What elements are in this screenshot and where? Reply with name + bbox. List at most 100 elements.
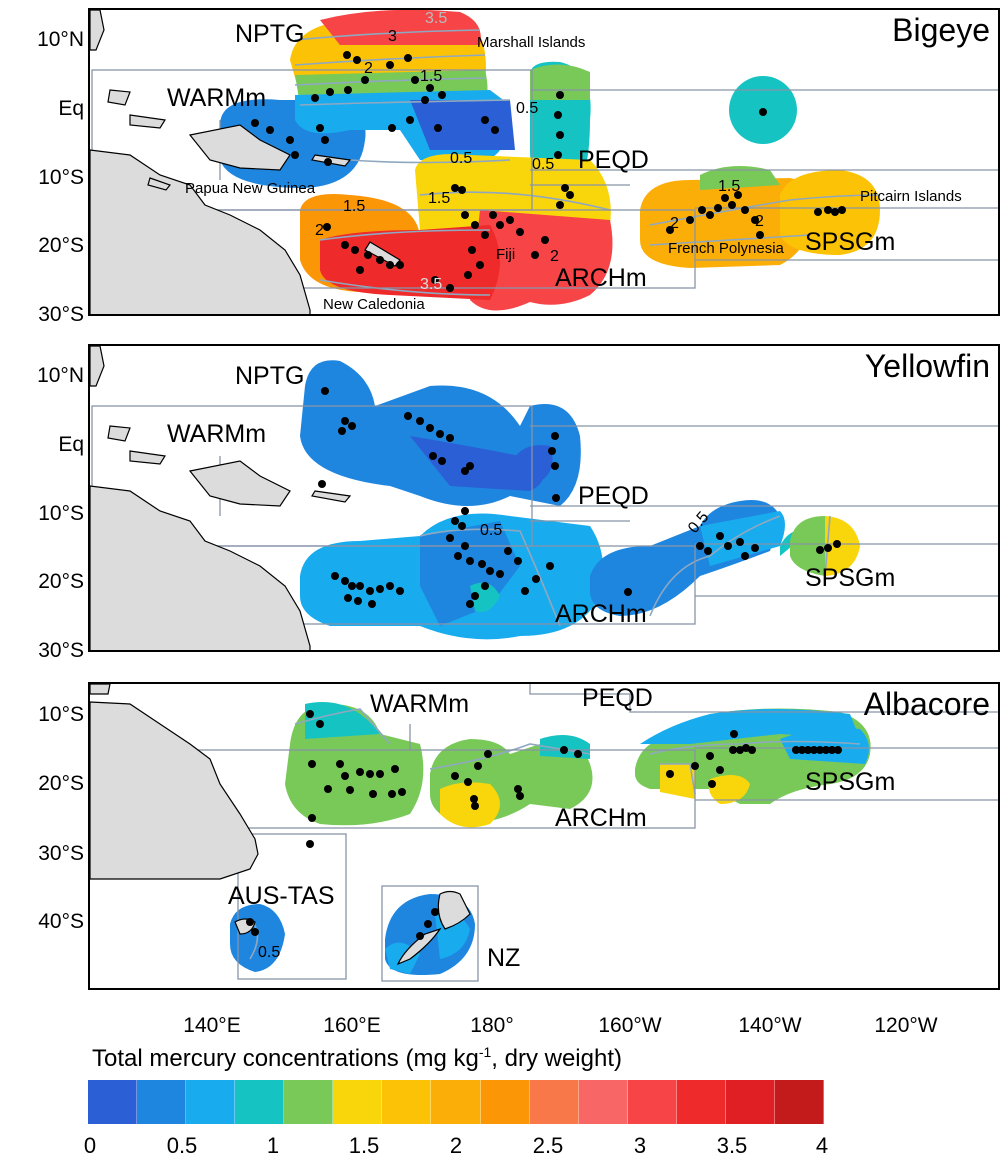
y-tick-label: 10°N (37, 28, 84, 51)
colorbar-tick: 0.5 (166, 1133, 198, 1158)
region-label-warmm: WARMm (370, 690, 470, 718)
yellowfin-land (90, 346, 352, 650)
contour-label: 3 (388, 28, 397, 45)
colorbar-swatch (725, 1080, 775, 1124)
contour-label: 1.5 (718, 178, 741, 195)
y-tick-label: 20°S (38, 772, 84, 795)
region-label-nptg: NPTG (235, 362, 305, 390)
region-label-aus-tas: AUS-TAS (228, 882, 335, 910)
contour-label: 0.5 (532, 156, 555, 173)
colorbar (88, 1080, 824, 1124)
region-label-spsgm: SPSGm (805, 564, 896, 592)
contour-label: 3.5 (425, 10, 448, 27)
legend-title-superscript: -1 (478, 1044, 492, 1060)
colorbar-swatch (774, 1080, 824, 1124)
region-label-archm: ARCHm (555, 600, 647, 628)
contour-label: 1.5 (343, 198, 366, 215)
yellowfin-map (90, 346, 998, 650)
contour-label: 0.5 (450, 150, 473, 167)
region-label-spsgm: SPSGm (805, 768, 896, 796)
y-tick-label: 10°S (38, 703, 84, 726)
colorbar-tick: 4 (815, 1133, 829, 1158)
y-tick-label: Eq (58, 97, 84, 120)
colorbar-tick: 3.5 (716, 1133, 748, 1158)
y-tick-label: Eq (58, 433, 84, 456)
x-tick-label: 120°W (874, 1014, 938, 1037)
place-label-marshall-islands: Marshall Islands (477, 34, 586, 51)
contour-label: 0.5 (258, 944, 281, 961)
x-tick-label: 140°W (738, 1014, 802, 1037)
albacore-map (90, 684, 998, 982)
bigeye-heat-layer (220, 10, 880, 311)
region-label-archm: ARCHm (555, 804, 647, 832)
y-tick-label: 10°S (38, 502, 84, 525)
x-tick-label: 140°E (183, 1014, 241, 1037)
region-label-peqd: PEQD (582, 684, 653, 712)
y-tick-label: 10°N (37, 364, 84, 387)
region-label-spsgm: SPSGm (805, 228, 896, 256)
colorbar-tick: 0 (83, 1133, 97, 1158)
colorbar-tick: 3 (633, 1133, 647, 1158)
place-label-papua-new-guinea: Papua New Guinea (185, 180, 316, 197)
colorbar-swatch (284, 1080, 334, 1124)
albacore-title: Albacore (863, 686, 990, 722)
albacore-panel: Albacore WARMm PEQD ARCHm SPSGm AUS-TAS … (88, 682, 1000, 990)
colorbar-tick: 1 (266, 1133, 280, 1158)
place-label-french-polynesia: French Polynesia (668, 240, 784, 257)
yellowfin-title: Yellowfin (864, 348, 990, 384)
y-tick-label: 30°S (38, 303, 84, 326)
contour-label: 0.5 (480, 522, 503, 539)
bigeye-points (251, 51, 846, 292)
colorbar-swatch (529, 1080, 579, 1124)
place-label-new-caledonia: New Caledonia (323, 296, 425, 313)
y-tick-label: 30°S (38, 639, 84, 662)
contour-label: 2 (315, 222, 324, 239)
place-label-pitcairn-islands: Pitcairn Islands (860, 188, 962, 205)
albacore-region-boxes (189, 684, 998, 982)
y-tick-label: 10°S (38, 166, 84, 189)
bigeye-land (90, 10, 401, 314)
region-label-nptg: NPTG (235, 20, 305, 48)
bigeye-title: Bigeye (892, 12, 990, 48)
albacore-contours (249, 708, 861, 960)
x-tick-label: 180° (470, 1014, 514, 1037)
colorbar-swatch (431, 1080, 481, 1124)
colorbar-swatch (578, 1080, 628, 1124)
colorbar-swatch (333, 1080, 383, 1124)
bigeye-panel: Bigeye NPTG WARMm PEQD ARCHm SPSGm Marsh… (88, 8, 1000, 316)
yellowfin-points (318, 387, 841, 608)
colorbar-swatch (235, 1080, 285, 1124)
legend-title-suffix: , dry weight) (491, 1045, 622, 1072)
y-tick-label: 20°S (38, 234, 84, 257)
region-label-warmm: WARMm (167, 420, 267, 448)
colorbar-swatch (137, 1080, 187, 1124)
contour-label: 2 (550, 248, 559, 265)
contour-label: 1.5 (420, 68, 443, 85)
place-label-fiji: Fiji (496, 246, 516, 263)
colorbar-swatch (186, 1080, 236, 1124)
y-tick-label: 20°S (38, 570, 84, 593)
contour-label: 1.5 (428, 190, 451, 207)
region-label-peqd: PEQD (578, 146, 649, 174)
yellowfin-region-boxes (91, 405, 998, 625)
colorbar-swatch (676, 1080, 726, 1124)
contour-label: 2 (755, 213, 764, 230)
colorbar-tick: 2.5 (532, 1133, 564, 1158)
yellowfin-panel: Yellowfin NPTG WARMm PEQD ARCHm SPSGm 0.… (88, 344, 1000, 652)
bigeye-map (90, 10, 998, 314)
x-tick-label: 160°W (598, 1014, 662, 1037)
contour-label: 0.5 (516, 100, 539, 117)
albacore-points (246, 710, 842, 940)
bigeye-contours (294, 29, 881, 296)
contour-label: 2 (364, 60, 373, 77)
colorbar-swatch (382, 1080, 432, 1124)
legend-title-text: Total mercury concentrations (mg kg (92, 1045, 479, 1072)
colorbar-tick: 1.5 (348, 1133, 380, 1158)
x-tick-label: 160°E (323, 1014, 381, 1037)
y-tick-label: 40°S (38, 910, 84, 933)
region-label-nz: NZ (487, 944, 521, 972)
colorbar-swatch (88, 1080, 138, 1124)
region-label-archm: ARCHm (555, 264, 647, 292)
region-label-peqd: PEQD (578, 482, 649, 510)
albacore-land (90, 684, 471, 966)
